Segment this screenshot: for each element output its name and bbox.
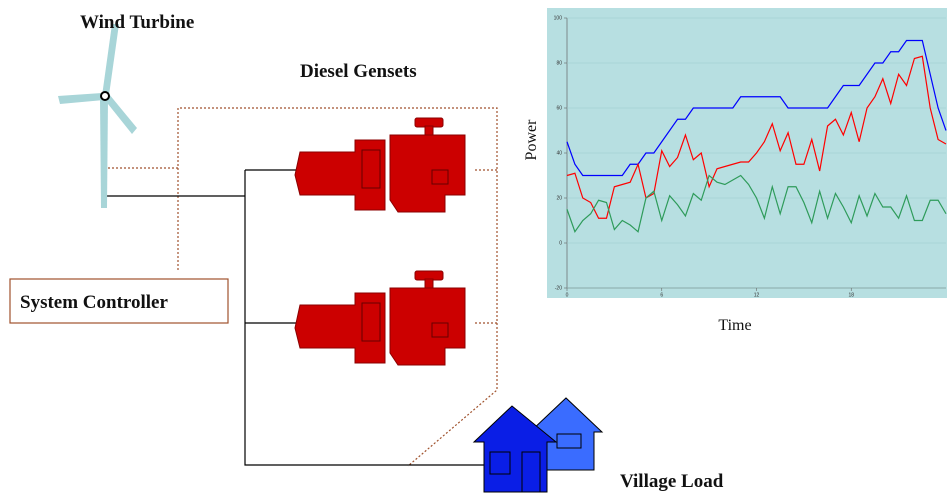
series-line	[566, 55, 947, 219]
power-wiring	[104, 169, 485, 466]
wind-turbine-icon	[58, 24, 137, 208]
control-wiring	[104, 107, 498, 467]
series-line	[566, 39, 947, 177]
y-tick-label: 60	[556, 105, 562, 111]
x-tick-label: 0	[566, 292, 569, 298]
power-chart: -20 0 20 40 60 80 100 0 6 12 18	[547, 8, 947, 298]
x-tick-label: 18	[848, 292, 854, 298]
x-tick-label: 6	[660, 292, 663, 298]
y-tick-label: 100	[554, 15, 563, 21]
x-axis-label: Time	[718, 317, 751, 334]
y-axis-label: Power	[523, 119, 540, 161]
village-house-icon	[472, 397, 604, 493]
gensets-label: Diesel Gensets	[300, 61, 417, 82]
y-tick-label: 80	[556, 60, 562, 66]
y-tick-label: 0	[559, 240, 562, 246]
x-tick-label: 12	[754, 292, 760, 298]
y-tick-label: 20	[556, 195, 562, 201]
y-tick-label: -20	[555, 285, 562, 291]
y-tick-label: 40	[556, 150, 562, 156]
turbine-label: Wind Turbine	[80, 12, 194, 33]
diesel-genset-icon	[294, 117, 466, 366]
village-label: Village Load	[620, 471, 724, 492]
series-line	[566, 174, 947, 234]
controller-box	[9, 278, 229, 324]
controller-label: System Controller	[20, 292, 168, 313]
